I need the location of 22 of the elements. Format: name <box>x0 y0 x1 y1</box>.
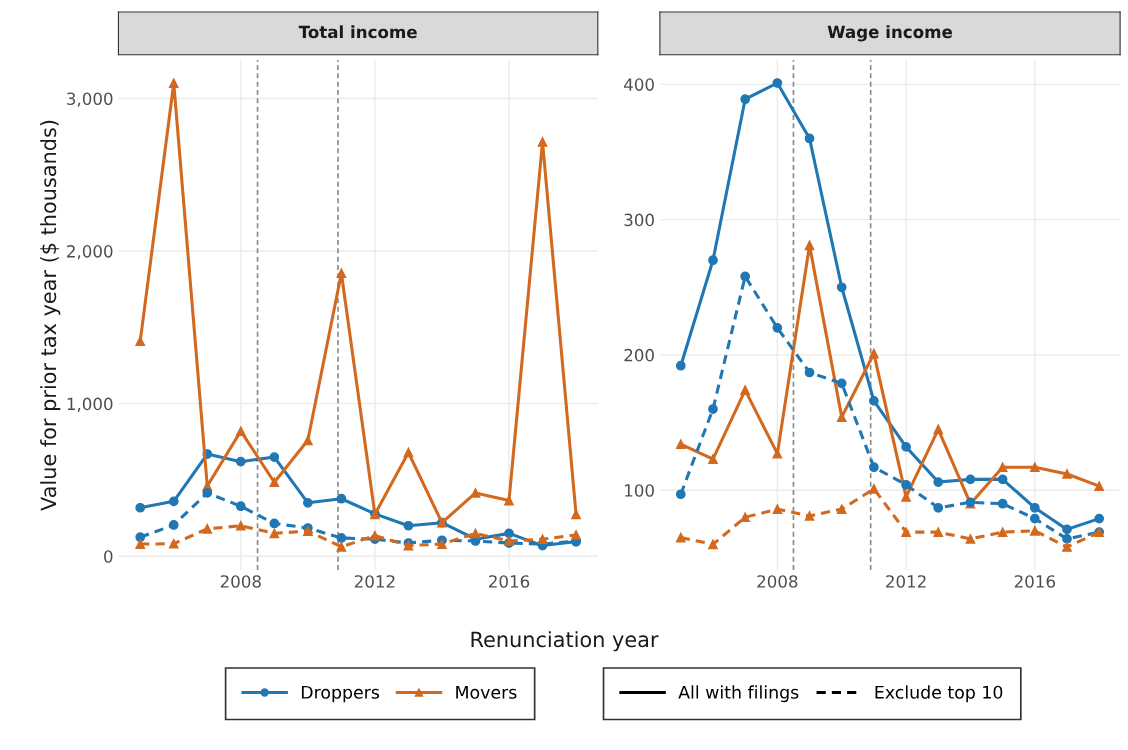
y-tick-label: 300 <box>624 213 654 227</box>
y-tick-label: 3,000 <box>67 92 113 107</box>
x-axis-title: Renunciation year <box>471 631 659 652</box>
y-tick-label: 200 <box>624 348 654 362</box>
y-axis-title: Value for prior tax year ($ thousands) <box>40 120 61 511</box>
y-tick-label: 100 <box>625 484 654 497</box>
x-tick-label: 2008 <box>757 575 798 588</box>
x-tick-label: 2008 <box>220 575 261 588</box>
legend-label: Movers <box>456 685 517 699</box>
legend-label: Droppers <box>301 685 380 703</box>
x-tick-label: 2016 <box>1014 575 1055 588</box>
chart-title: Wage income <box>827 25 953 42</box>
y-tick-label: 400 <box>624 78 654 91</box>
y-tick-label: 0 <box>104 550 113 563</box>
y-tick-label: 2,000 <box>67 245 113 260</box>
x-tick-label: 2012 <box>354 575 395 588</box>
x-tick-label: 2012 <box>886 575 926 588</box>
x-tick-label: 2016 <box>489 575 530 588</box>
chart-title: Total income <box>298 25 417 39</box>
text: All with filings <box>678 685 799 703</box>
y-tick-label: 1,000 <box>67 397 113 412</box>
text: Exclude top 10 <box>875 685 1003 703</box>
